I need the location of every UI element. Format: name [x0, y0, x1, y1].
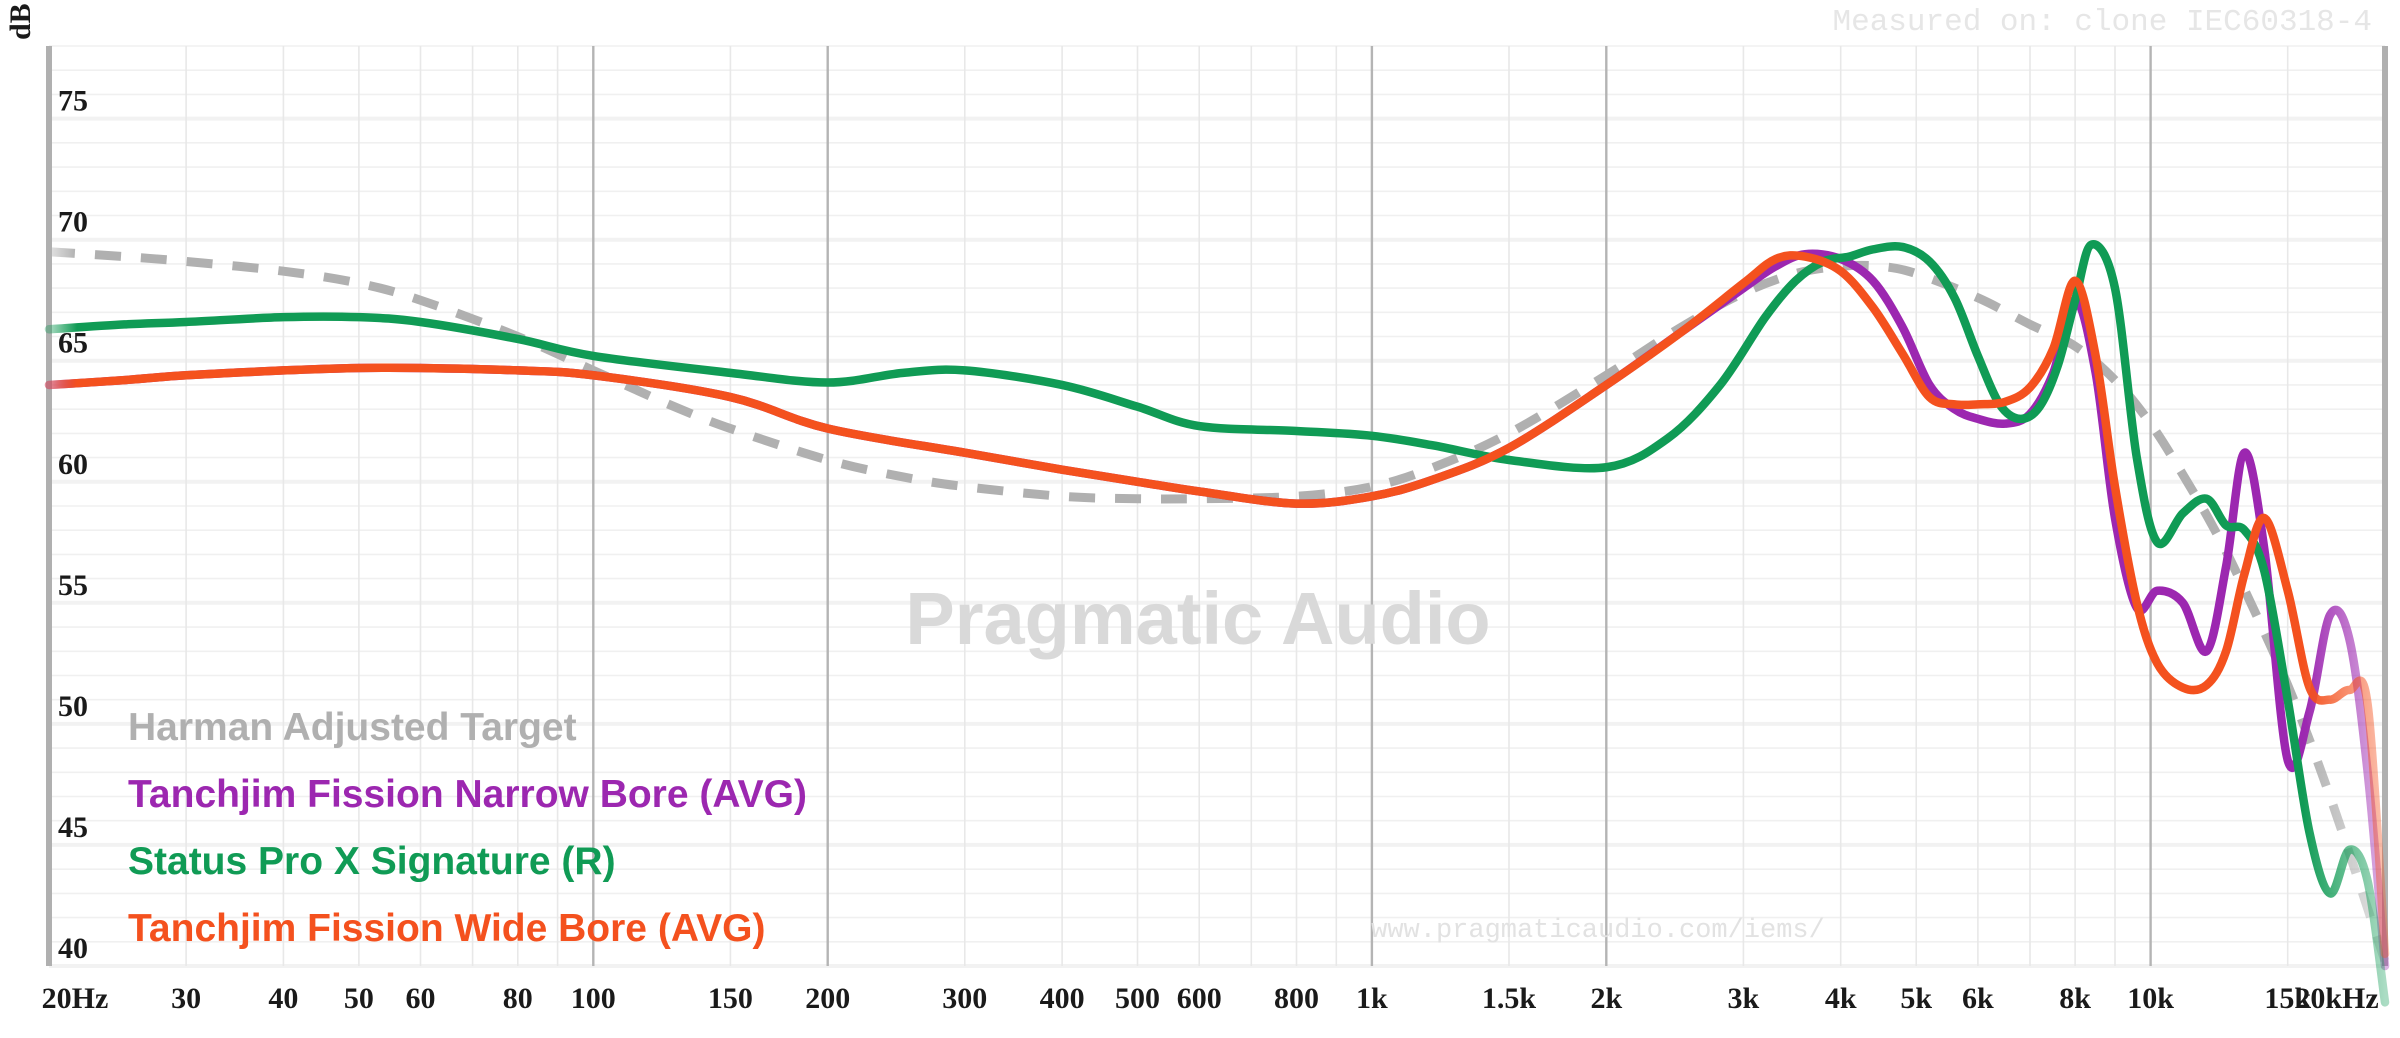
y-tick-label: 75 — [58, 85, 88, 118]
x-tick-label: 15k — [2264, 982, 2311, 1015]
trace-line — [44, 240, 2390, 1007]
x-tick-label: 400 — [1040, 982, 1085, 1015]
watermark-pragmatic-audio: Pragmatic Audio — [905, 577, 1490, 660]
y-axis-title: dB — [4, 3, 37, 40]
x-tick-label: 20kHz — [2295, 982, 2378, 1015]
x-tick-label: 30 — [171, 982, 201, 1015]
y-tick-label: 50 — [58, 690, 88, 723]
x-tick-label: 50 — [344, 982, 374, 1015]
x-tick-label: 3k — [1728, 982, 1760, 1015]
x-tick-label: 500 — [1115, 982, 1160, 1015]
x-tick-labels: 20Hz 30 40 50 60 80 100 150 200 300 400 500 600 800 1k… — [42, 982, 2379, 1015]
y-tick-label: 70 — [58, 206, 88, 239]
x-tick-label: 80 — [503, 982, 533, 1015]
y-tick-label: 40 — [58, 932, 88, 965]
legend-item-3: Tanchjim Fission Wide Bore (AVG) — [128, 907, 765, 950]
measured-on-note: Measured on: clone IEC60318-4 — [1833, 5, 2373, 40]
x-tick-label: 10k — [2127, 982, 2174, 1015]
x-tick-label: 20Hz — [42, 982, 109, 1015]
trace-group — [44, 240, 2390, 1007]
horizontal-gridlines — [49, 45, 2385, 968]
y-tick-label: 65 — [58, 327, 88, 360]
legend-item-2: Status Pro X Signature (R) — [128, 840, 616, 883]
x-tick-label: 6k — [1962, 982, 1994, 1015]
x-tick-label: 1k — [1356, 982, 1388, 1015]
x-tick-label: 8k — [2059, 982, 2091, 1015]
trace-line — [44, 251, 2390, 959]
legend-item-0: Harman Adjusted Target — [128, 706, 577, 749]
x-tick-label: 4k — [1825, 982, 1857, 1015]
x-tick-label: 40 — [268, 982, 298, 1015]
x-tick-label: 600 — [1177, 982, 1222, 1015]
x-tick-label: 5k — [1900, 982, 1932, 1015]
x-tick-label: 2k — [1590, 982, 1622, 1015]
y-tick-label: 55 — [58, 569, 88, 602]
legend-item-1: Tanchjim Fission Narrow Bore (AVG) — [128, 773, 807, 816]
y-tick-labels: 75 70 65 60 55 50 45 40 — [58, 85, 88, 965]
y-tick-label: 60 — [58, 448, 88, 481]
y-tick-label: 45 — [58, 811, 88, 844]
x-tick-label: 150 — [708, 982, 753, 1015]
vertical-gridlines — [48, 46, 2387, 966]
x-tick-label: 200 — [805, 982, 850, 1015]
watermark-url: www.pragmaticaudio.com/iems/ — [1371, 916, 1825, 946]
x-tick-label: 1.5k — [1482, 982, 1537, 1015]
x-tick-label: 300 — [942, 982, 987, 1015]
x-tick-label: 60 — [406, 982, 436, 1015]
legend: Harman Adjusted Target Tanchjim Fission N… — [128, 706, 807, 950]
x-tick-label: 800 — [1274, 982, 1319, 1015]
x-tick-label: 100 — [571, 982, 616, 1015]
